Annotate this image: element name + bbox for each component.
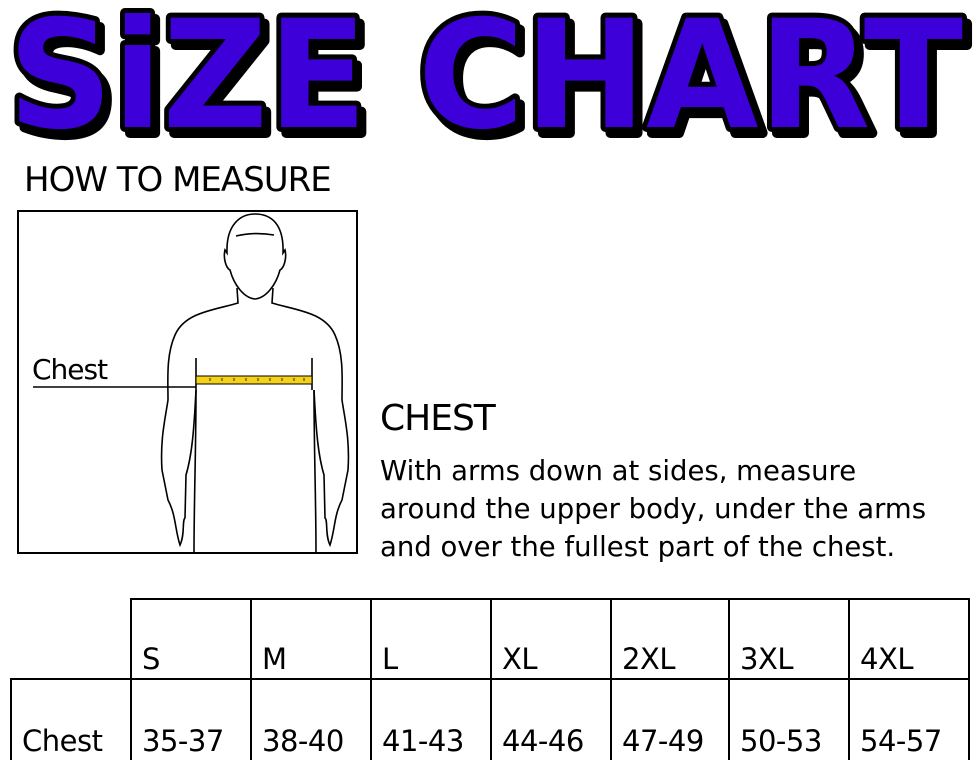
size-header-cell: L: [370, 598, 492, 680]
measurement-cell: 38-40: [250, 678, 372, 760]
measurement-cell: 44-46: [490, 678, 612, 760]
measurement-cell: 47-49: [610, 678, 730, 760]
body-outline-illustration: [33, 213, 350, 555]
title-logo: SiZE CHART: [3, 0, 968, 150]
chest-section-title: CHEST: [380, 398, 496, 439]
instruction-line: and over the fullest part of the chest.: [380, 531, 896, 563]
size-header-cell: XL: [490, 598, 612, 680]
size-header-cell: 3XL: [728, 598, 850, 680]
instruction-line: With arms down at sides, measure: [380, 455, 857, 487]
row-label-cell: Chest: [10, 678, 132, 760]
how-to-measure-heading: HOW TO MEASURE: [24, 160, 332, 200]
measuring-tape: [195, 375, 313, 385]
size-header-cell: M: [250, 598, 372, 680]
measurement-cell: 41-43: [370, 678, 492, 760]
size-header-cell: S: [130, 598, 252, 680]
measurement-cell: 50-53: [728, 678, 850, 760]
measure-figure: [17, 210, 358, 554]
size-header-cell: 4XL: [848, 598, 970, 680]
size-header-cell: 2XL: [610, 598, 730, 680]
measurement-cell: 35-37: [130, 678, 252, 760]
measurement-cell: 54-57: [848, 678, 970, 760]
title: SiZE CHART: [8, 0, 963, 150]
instruction-line: around the upper body, under the arms: [380, 493, 927, 525]
chest-instructions: With arms down at sides, measure around …: [380, 452, 978, 566]
chest-figure-label: Chest: [32, 353, 108, 386]
